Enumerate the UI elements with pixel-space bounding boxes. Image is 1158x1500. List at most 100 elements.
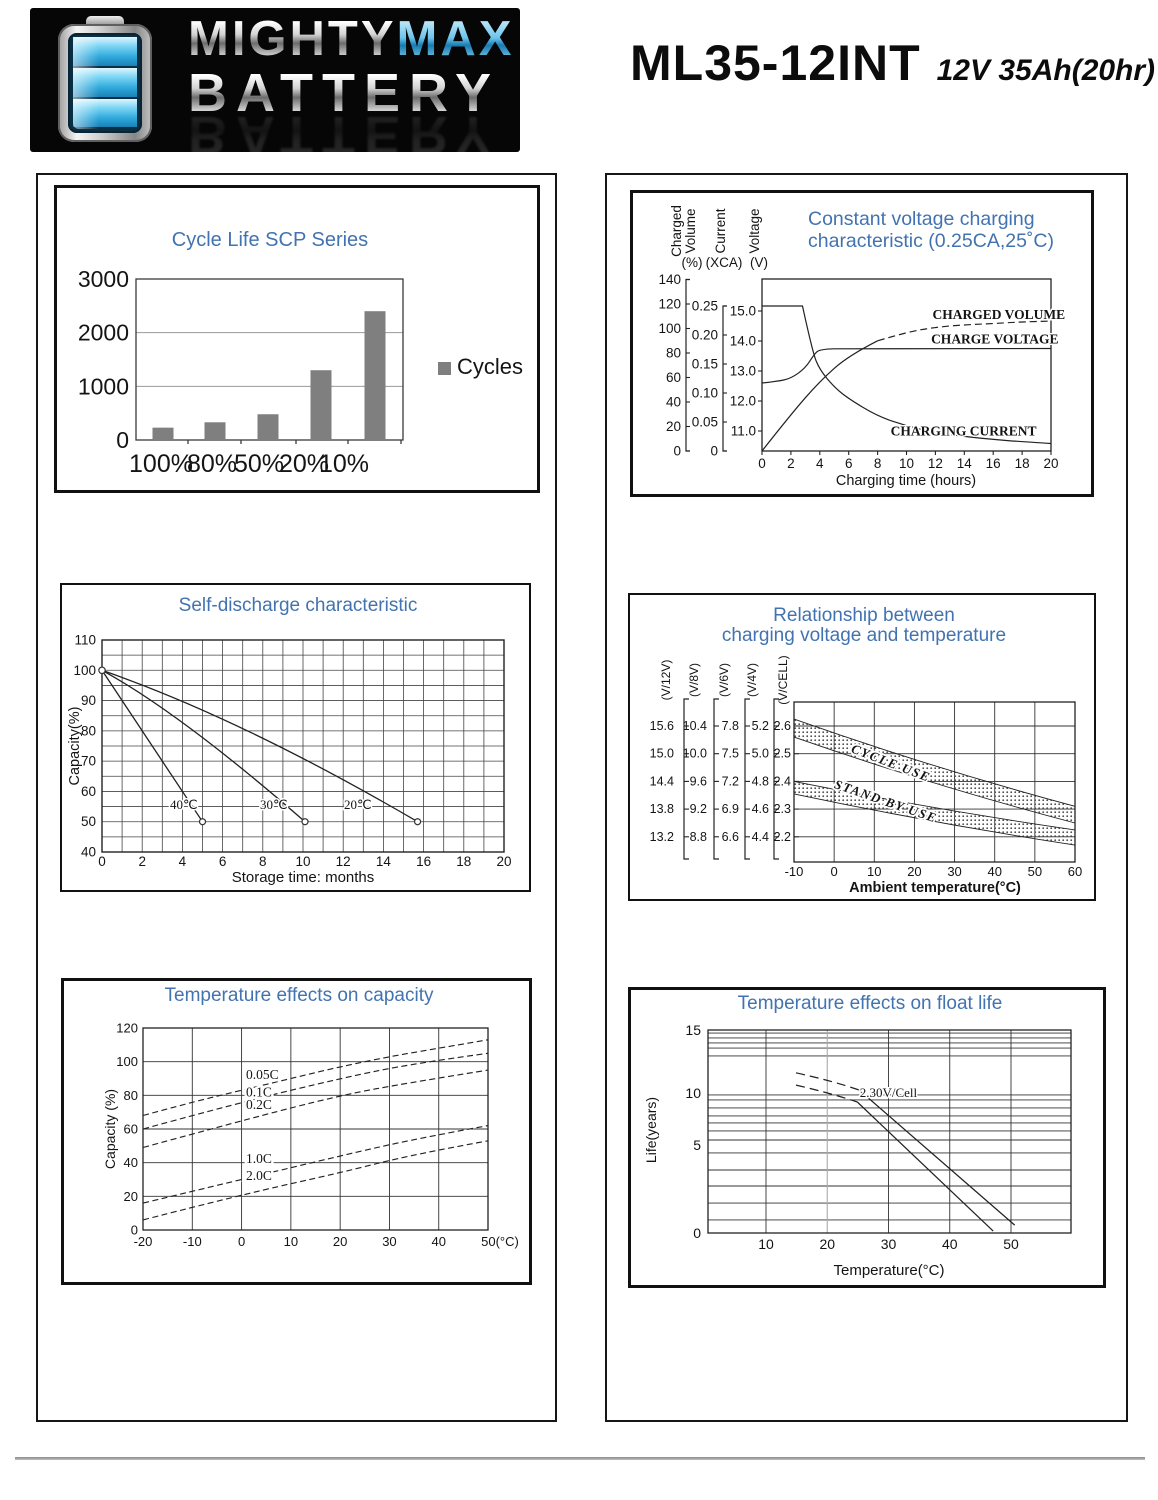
tick-label: 5 (693, 1137, 701, 1153)
chart-curve (761, 347, 1052, 384)
tick-label: 12 (928, 456, 943, 471)
tick-label: 5.2 (752, 719, 769, 733)
tick-label: 14 (376, 854, 392, 869)
tick-label: 50(°C) (481, 1234, 519, 1249)
tick-label: 2 (138, 854, 146, 869)
tick-label: 7.8 (722, 719, 739, 733)
tick-label: 0.20 (692, 328, 718, 343)
curve-label: 0.05C (246, 1067, 279, 1082)
curve-label: 20℃ (344, 797, 372, 812)
band-edge (856, 1101, 994, 1232)
tick-label: 40 (987, 864, 1001, 879)
chart-curve (142, 1125, 489, 1204)
curve-label: CHARGE VOLTAGE (931, 332, 1058, 347)
tick-label: 60 (1068, 864, 1082, 879)
tick-label: 20 (124, 1189, 138, 1204)
logo-word-mighty: MIGHTY (188, 12, 397, 66)
tick-label: 30 (382, 1234, 396, 1249)
tick-label: 90 (81, 693, 96, 708)
chart-curve (101, 669, 306, 823)
tick-label: 0 (238, 1234, 245, 1249)
constant-voltage-chart: Constant voltage chargingcharacteristic … (658, 205, 1066, 489)
tick-label: 0 (116, 427, 129, 453)
data-point (198, 818, 207, 826)
tick-label: 4 (816, 456, 824, 471)
tick-label: 2.3 (774, 802, 791, 816)
data-point (413, 818, 422, 826)
chart-title: Self-discharge characteristic (179, 595, 418, 616)
tick-label: 13.0 (730, 364, 756, 379)
tick-label: 14.0 (730, 334, 756, 349)
tick-label: 15.6 (650, 719, 674, 733)
curve-label: CHARGED VOLUME (933, 307, 1066, 322)
tick-label: 50 (1003, 1236, 1019, 1252)
tick-label: 60 (666, 370, 681, 385)
tick-label: 15.0 (730, 304, 756, 319)
tick-label: 5.0 (752, 747, 769, 761)
tick-label: 2.5 (774, 747, 791, 761)
tick-label: 50 (1028, 864, 1042, 879)
tick-label: 70 (81, 754, 96, 769)
tick-label: 11.0 (731, 424, 756, 439)
chart-curve (142, 1052, 489, 1130)
tick-label: -10 (183, 1234, 202, 1249)
data-point (301, 818, 309, 826)
tick-label: 80 (124, 1088, 138, 1103)
tick-label: 40 (666, 395, 681, 410)
tick-label: 6.9 (722, 802, 739, 816)
cycle-life-chart: Cycle Life SCP Series 0 1000 2000 3000 100%80… (78, 229, 523, 478)
bar-50% (257, 414, 279, 440)
tick-label: 0.15 (692, 357, 718, 372)
tick-label: 3000 (78, 266, 129, 292)
tick-label: 10.0 (683, 747, 707, 761)
tick-label: -10 (785, 864, 804, 879)
curve-label: 30℃ (260, 797, 288, 812)
axis-title: Charged (669, 205, 684, 257)
tick-label: 2000 (78, 320, 129, 346)
tick-label: 40 (81, 845, 96, 860)
tick-label: 7.2 (722, 774, 739, 788)
bar-10% (364, 311, 386, 440)
data-point (98, 666, 106, 675)
tick-label: 100 (658, 321, 681, 336)
tick-label: 80 (666, 346, 681, 361)
tick-label: 6 (219, 854, 227, 869)
axis-rail (773, 698, 779, 860)
tick-label: 4.6 (752, 802, 769, 816)
y-axis-label: Capacity (%) (102, 1089, 118, 1169)
curve-label: 2.0C (246, 1168, 272, 1183)
tick-label: 10 (284, 1234, 298, 1249)
tick-label: 10 (899, 456, 914, 471)
tick-label: 4.8 (752, 774, 769, 788)
tick-label: 100% (129, 450, 193, 478)
tick-label: 15 (685, 1022, 701, 1038)
battery-icon (58, 16, 152, 144)
curve-label: 0.1C (246, 1084, 272, 1099)
tick-label: 0 (831, 864, 838, 879)
product-title: ML35-12INT 12V 35Ah(20hr) (630, 34, 1155, 92)
tick-label: 8 (874, 456, 882, 471)
tick-label: 40 (124, 1155, 138, 1170)
curve-label: 0.2C (246, 1097, 272, 1112)
x-axis-label: Storage time: months (232, 869, 375, 886)
tick-label: 0 (693, 1225, 701, 1241)
charging-voltage-temperature-chart-box: Relationship between charging voltage and… (628, 593, 1096, 901)
tick-label: 20% (279, 450, 329, 478)
axis-rail (685, 278, 690, 452)
tick-label: 40 (942, 1236, 958, 1252)
axis-rail (744, 698, 750, 860)
tick-label: 14.4 (650, 774, 674, 788)
axis-title: (V/8V) (687, 663, 701, 697)
axis-rail (713, 698, 719, 860)
tick-label: 60 (124, 1122, 138, 1137)
tick-label: 13.2 (650, 830, 674, 844)
y-axis-label: Life(years) (643, 1097, 659, 1163)
plot-border (101, 639, 505, 853)
tick-label: 8 (259, 854, 267, 869)
tick-label: 10 (685, 1085, 701, 1101)
axis-unit: (XCA) (706, 255, 743, 270)
chart-curve (142, 1140, 489, 1221)
tick-label: 120 (116, 1021, 138, 1036)
